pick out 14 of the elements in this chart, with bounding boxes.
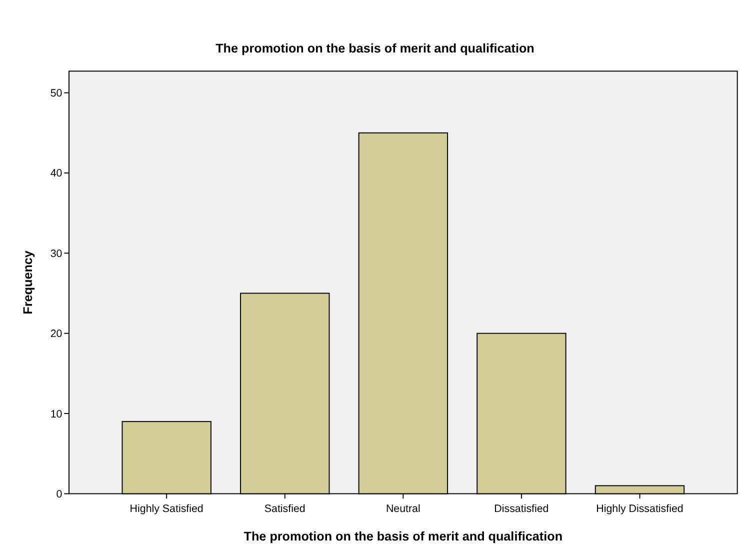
y-tick-label: 10 [50,408,62,420]
x-axis-title: The promotion on the basis of merit and qualification [244,529,563,544]
y-tick-label: 30 [50,248,62,260]
y-tick-label: 50 [50,88,62,100]
y-tick-label: 0 [56,488,62,500]
x-tick-label: Neutral [386,503,420,516]
y-tick-label: 40 [50,168,62,180]
x-tick-label: Satisfied [264,503,306,516]
x-tick-label: Highly Satisfied [130,503,204,516]
chart-title: The promotion on the basis of merit and qualification [216,42,534,56]
x-tick-label: Highly Dissatisfied [596,503,684,516]
y-axis-title: Frequency [21,250,36,314]
y-tick-label: 20 [50,328,62,340]
x-tick-label: Dissatisfied [494,503,549,516]
